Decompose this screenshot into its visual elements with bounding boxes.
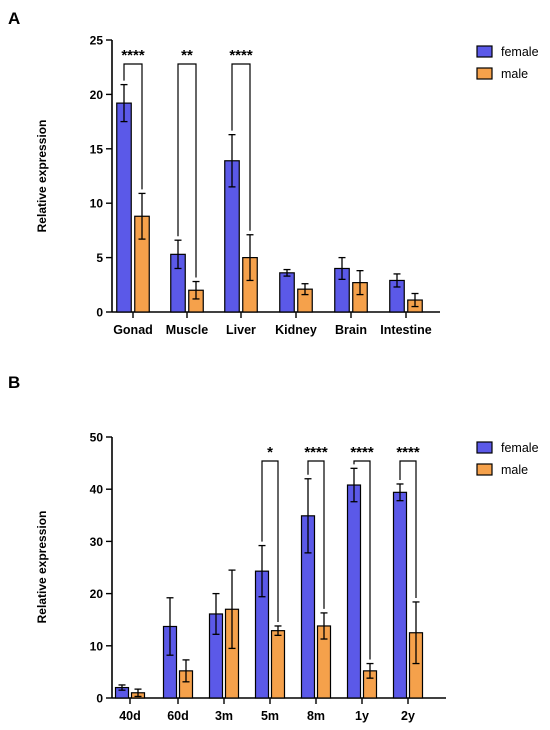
x-tick-label: Intestine: [380, 323, 431, 337]
legend-label-female: female: [501, 45, 539, 59]
legend-label-female: female: [501, 441, 539, 455]
y-tick-label: 10: [90, 639, 104, 653]
x-tick-label: 8m: [307, 709, 325, 723]
legend-swatch-male: [476, 463, 493, 476]
y-tick-label: 20: [90, 88, 104, 102]
bar-female: [392, 491, 408, 699]
y-tick-label: 5: [96, 251, 103, 265]
x-tick-label: 5m: [261, 709, 279, 723]
y-axis-title: Relative expression: [35, 511, 49, 624]
x-tick-label: Muscle: [166, 323, 208, 337]
y-tick-label: 0: [96, 692, 103, 706]
bar-female: [116, 102, 132, 313]
legend-swatch-male: [476, 67, 493, 80]
legend-swatch-female: [476, 45, 493, 58]
significance-bracket: [399, 460, 417, 598]
significance-label: ****: [350, 444, 374, 461]
significance-label: *: [267, 444, 273, 461]
significance-bracket: [231, 63, 251, 231]
panel-label: B: [8, 373, 20, 392]
y-tick-label: 40: [90, 483, 104, 497]
y-tick-label: 10: [90, 197, 104, 211]
legend-label-male: male: [501, 67, 528, 81]
legend-label-male: male: [501, 463, 528, 477]
significance-bracket: [353, 460, 371, 660]
significance-label: ****: [304, 444, 328, 461]
significance-bracket: [177, 63, 197, 278]
bar-male: [270, 630, 286, 699]
significance-label: ****: [229, 47, 253, 64]
y-tick-label: 50: [90, 431, 104, 445]
significance-label: ****: [121, 47, 145, 64]
y-axis-title: Relative expression: [35, 120, 49, 233]
x-tick-label: 60d: [167, 709, 189, 723]
bar-female: [346, 484, 362, 699]
bar-female: [279, 272, 295, 313]
x-tick-label: Kidney: [275, 323, 317, 337]
legend-swatch-female: [476, 441, 493, 454]
x-tick-label: 3m: [215, 709, 233, 723]
y-tick-label: 0: [96, 306, 103, 320]
significance-bracket: [261, 460, 279, 622]
significance-bracket: [307, 460, 325, 609]
x-tick-label: 1y: [355, 709, 369, 723]
panel-label: A: [8, 9, 20, 28]
significance-label: **: [181, 47, 193, 64]
y-tick-label: 15: [90, 142, 104, 156]
x-tick-label: 2y: [401, 709, 415, 723]
x-tick-label: 40d: [119, 709, 141, 723]
significance-bracket: [123, 63, 143, 190]
y-tick-label: 25: [90, 34, 104, 48]
y-tick-label: 20: [90, 587, 104, 601]
panel-a: A Relative expression 0 5 10 15 20 25 Gonad Muscl…: [8, 9, 539, 337]
x-tick-label: Brain: [335, 323, 367, 337]
significance-label: ****: [396, 444, 420, 461]
y-tick-label: 30: [90, 535, 104, 549]
x-tick-label: Liver: [226, 323, 256, 337]
panel-b: B Relative expression 0 10 20 30 40 50 40d 60d 3m 5…: [8, 373, 539, 723]
x-tick-label: Gonad: [113, 323, 153, 337]
